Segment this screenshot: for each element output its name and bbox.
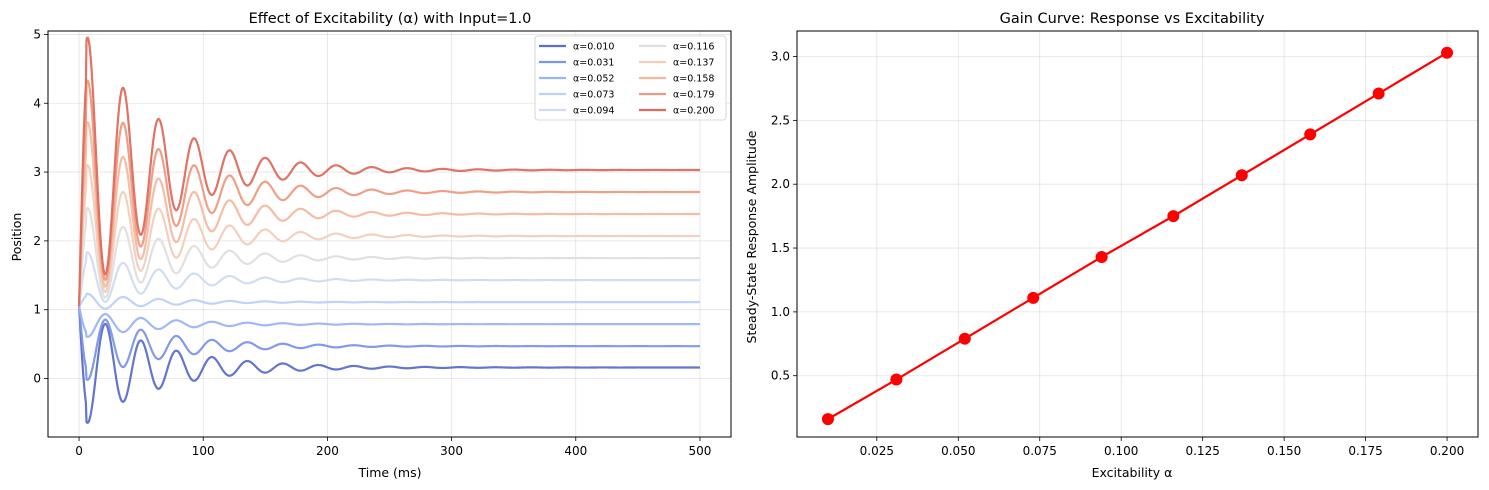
series-line-2 xyxy=(77,306,700,381)
c2-x-tick-label: 0.075 xyxy=(1023,444,1057,458)
data-point-6 xyxy=(1167,210,1180,223)
time-series-chart: Effect of Excitability (α) with Input=1.… xyxy=(9,11,732,480)
data-point-4 xyxy=(1027,291,1040,304)
c2-x-tick-label: 0.025 xyxy=(860,444,894,458)
series-line-8 xyxy=(77,120,700,307)
series-line-4 xyxy=(78,292,700,310)
data-point-9 xyxy=(1372,87,1385,100)
chart1-ticks: 0 100 200 300 400 500 0 1 2 3 4 5 xyxy=(33,27,711,458)
c2-x-tick-label: 0.125 xyxy=(1185,444,1219,458)
c2-y-tick-label: 2.0 xyxy=(771,177,790,191)
chart2-series xyxy=(821,46,1454,426)
data-point-3 xyxy=(958,332,971,345)
chart1-y-axis-label: Position xyxy=(9,213,24,262)
gain-curve-line xyxy=(827,51,1448,421)
chart1-series-lines xyxy=(77,36,700,424)
c1-x-tick-label: 200 xyxy=(316,444,339,458)
legend-box xyxy=(534,35,727,121)
c2-y-tick-label: 1.0 xyxy=(771,305,790,319)
c1-y-tick-label: 5 xyxy=(33,27,41,41)
c2-y-tick-label: 3.0 xyxy=(771,50,790,64)
c1-y-tick-label: 3 xyxy=(33,165,41,179)
legend-entry: α=0.158 xyxy=(673,74,714,85)
c1-x-tick-label: 300 xyxy=(440,444,463,458)
c2-y-tick-label: 1.5 xyxy=(771,241,790,255)
c1-x-tick-label: 400 xyxy=(564,444,587,458)
c2-x-tick-label: 0.150 xyxy=(1267,444,1301,458)
legend-entry: α=0.094 xyxy=(573,106,614,117)
gain-curve-chart: Gain Curve: Response vs Excitability 0.0… xyxy=(744,11,1479,480)
legend-entry: α=0.073 xyxy=(573,90,614,101)
chart1-legend: α=0.010 α=0.031 α=0.052 α=0.073 α=0.094 α=0.1… xyxy=(534,35,727,121)
c2-y-tick-label: 2.5 xyxy=(771,113,790,127)
legend-entry: α=0.052 xyxy=(573,74,614,85)
data-point-8 xyxy=(1304,128,1317,141)
c1-y-tick-label: 4 xyxy=(33,96,41,110)
c2-x-tick-label: 0.100 xyxy=(1104,444,1138,458)
c2-y-tick-label: 0.5 xyxy=(771,369,790,383)
chart2-axes-frame xyxy=(796,30,1479,438)
series-line-10 xyxy=(77,36,700,307)
data-point-10 xyxy=(1441,46,1454,59)
series-line-3 xyxy=(77,306,700,338)
series-line-7 xyxy=(77,163,700,307)
legend-entry: α=0.031 xyxy=(573,58,614,69)
legend-entry: α=0.116 xyxy=(673,42,714,53)
data-point-7 xyxy=(1235,169,1248,182)
chart2-grid xyxy=(797,31,1478,437)
chart2-title: Gain Curve: Response vs Excitability xyxy=(1000,11,1265,27)
chart2-y-axis-label: Steady-State Response Amplitude xyxy=(744,130,759,343)
chart1-axes-frame xyxy=(47,30,732,438)
chart1-x-axis-label: Time (ms) xyxy=(357,465,421,480)
c1-x-tick-label: 500 xyxy=(689,444,712,458)
data-point-2 xyxy=(890,373,903,386)
legend-entry: α=0.200 xyxy=(673,106,714,117)
series-line-1 xyxy=(77,306,700,424)
c1-y-tick-label: 1 xyxy=(33,303,41,317)
c1-y-tick-label: 0 xyxy=(33,372,41,386)
data-point-5 xyxy=(1095,250,1108,263)
chart1-title: Effect of Excitability (α) with Input=1.… xyxy=(249,11,532,27)
chart2-ticks: 0.025 0.050 0.075 0.100 0.125 0.150 0.175 0.200… xyxy=(771,50,1464,458)
data-point-1 xyxy=(821,413,834,426)
c1-x-tick-label: 0 xyxy=(75,444,83,458)
c1-y-tick-label: 2 xyxy=(33,234,41,248)
series-line-5 xyxy=(77,251,700,307)
chart2-x-axis-label: Excitability α xyxy=(1092,465,1173,480)
c2-x-tick-label: 0.200 xyxy=(1430,444,1464,458)
legend-entry: α=0.010 xyxy=(573,42,614,53)
c1-x-tick-label: 100 xyxy=(192,444,215,458)
legend-entry: α=0.137 xyxy=(673,58,714,69)
c2-x-tick-label: 0.175 xyxy=(1348,444,1382,458)
legend-entry: α=0.179 xyxy=(673,90,714,101)
series-line-6 xyxy=(77,206,700,307)
c2-x-tick-label: 0.050 xyxy=(941,444,975,458)
series-line-9 xyxy=(77,79,700,307)
